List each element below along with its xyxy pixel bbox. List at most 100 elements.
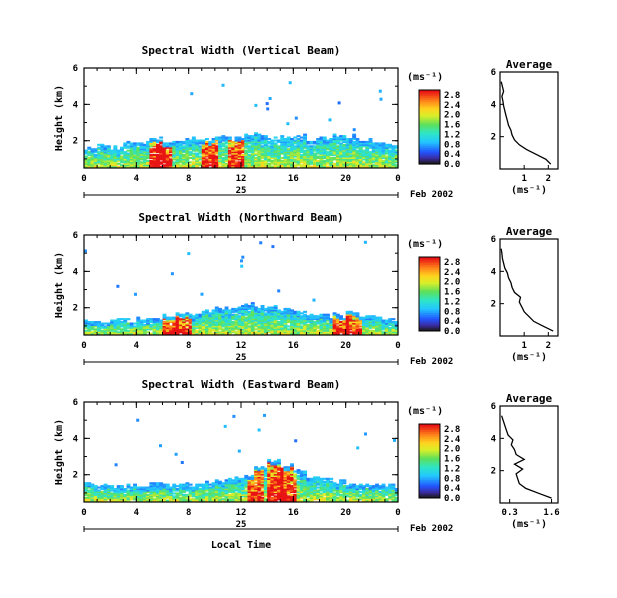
heatmap-cell [394, 158, 399, 161]
heatmap-cell [352, 329, 357, 332]
heatmap-cell [221, 495, 226, 498]
heatmap-cell [260, 305, 265, 308]
heatmap-cell [332, 315, 337, 318]
heatmap-cell [191, 161, 196, 164]
heatmap-cell [205, 313, 209, 316]
heatmap-cell [345, 486, 350, 489]
average-x-tick-label: 1 [521, 341, 526, 351]
heatmap-cell [241, 316, 245, 319]
heatmap-cell [303, 142, 307, 145]
heatmap-cell [87, 146, 92, 149]
heatmap-cell [358, 143, 363, 146]
colorbar-swatch [419, 438, 440, 442]
heatmap-cell [136, 155, 141, 158]
heatmap-cell [175, 323, 180, 326]
heatmap-cell [263, 322, 268, 325]
heatmap-cell [306, 485, 311, 488]
colorbar-swatch [419, 468, 440, 471]
heatmap-cell [303, 319, 307, 322]
heatmap-cell [384, 155, 389, 158]
heatmap-cell [358, 146, 363, 149]
heatmap-cell [352, 321, 357, 324]
heatmap-cell [381, 325, 386, 328]
heatmap-cell [283, 307, 288, 310]
heatmap-cell [381, 486, 386, 489]
heatmap-cell [218, 154, 222, 157]
heatmap-cell [352, 138, 357, 141]
heatmap-cell [237, 321, 242, 324]
heatmap-cell [156, 165, 160, 168]
heatmap-cell [303, 326, 307, 329]
heatmap-cell [273, 460, 278, 463]
heatmap-cell [358, 165, 363, 168]
heatmap-cell [116, 332, 121, 335]
heatmap-cell [205, 322, 209, 325]
heatmap-cell [247, 489, 252, 492]
heatmap-cell [319, 155, 324, 158]
heatmap-cell [273, 329, 278, 332]
heatmap-cell [257, 319, 262, 322]
heatmap-cell [182, 490, 186, 493]
heatmap-cell [303, 149, 307, 152]
heatmap-cell [178, 165, 183, 168]
heatmap-cell [283, 480, 288, 483]
heatmap-cell [306, 332, 311, 335]
heatmap-cell [306, 142, 311, 145]
heatmap-cell [296, 476, 301, 479]
heatmap-cell [221, 136, 226, 139]
heatmap-cell [241, 151, 245, 154]
heatmap-cell [211, 323, 216, 326]
heatmap-cell [244, 480, 249, 483]
heatmap-cell [352, 140, 357, 143]
heatmap-cell [378, 332, 383, 335]
heatmap-cell [342, 325, 347, 328]
heatmap-cell [214, 158, 219, 161]
heatmap-cell [267, 319, 272, 322]
heatmap-cell [286, 486, 291, 489]
heatmap-cell [309, 326, 314, 329]
heatmap-cell [178, 323, 183, 326]
heatmap-cell [221, 139, 226, 142]
heatmap-cell [244, 493, 249, 496]
heatmap-cell [247, 493, 252, 496]
heatmap-cell [286, 148, 291, 151]
date-label: Feb 2002 [410, 357, 453, 367]
heatmap-cell [100, 155, 105, 158]
heatmap-cell [306, 490, 311, 493]
heatmap-cell [159, 331, 164, 334]
heatmap-cell [195, 143, 200, 146]
heatmap-cell [342, 326, 347, 329]
heatmap-cell [375, 483, 379, 486]
y-axis: 246 [73, 64, 398, 160]
heatmap-cell [290, 140, 294, 143]
heatmap-cell [339, 165, 343, 168]
heatmap-cell [290, 463, 294, 466]
heatmap-cell [201, 329, 206, 332]
heatmap-cell [100, 326, 105, 329]
heatmap-cell [224, 145, 229, 148]
heatmap-cell [120, 486, 124, 489]
heatmap-cell [208, 143, 213, 146]
heatmap-cell [221, 156, 226, 159]
heatmap-cell [221, 162, 226, 165]
colorbar-swatch [419, 145, 440, 148]
heatmap-cell [110, 325, 115, 328]
heatmap-cell [214, 329, 219, 332]
heatmap-cell [250, 152, 255, 155]
heatmap-cell [149, 489, 154, 492]
heatmap-cell [241, 328, 245, 331]
heatmap-cell [319, 328, 324, 331]
colorbar-tick-label: 1.2 [444, 464, 460, 474]
heatmap-cell [378, 496, 383, 499]
heatmap-cell [306, 495, 311, 498]
heatmap-cell [362, 158, 366, 161]
heatmap-cell [205, 164, 209, 167]
heatmap-cell [198, 331, 203, 334]
heatmap-cell [299, 148, 304, 151]
heatmap-cell [234, 146, 239, 149]
heatmap-cell [257, 156, 262, 159]
colorbar-swatch [419, 461, 440, 464]
heatmap-cell [218, 159, 222, 162]
heatmap-cell [257, 492, 262, 495]
heatmap-cell [247, 332, 252, 335]
